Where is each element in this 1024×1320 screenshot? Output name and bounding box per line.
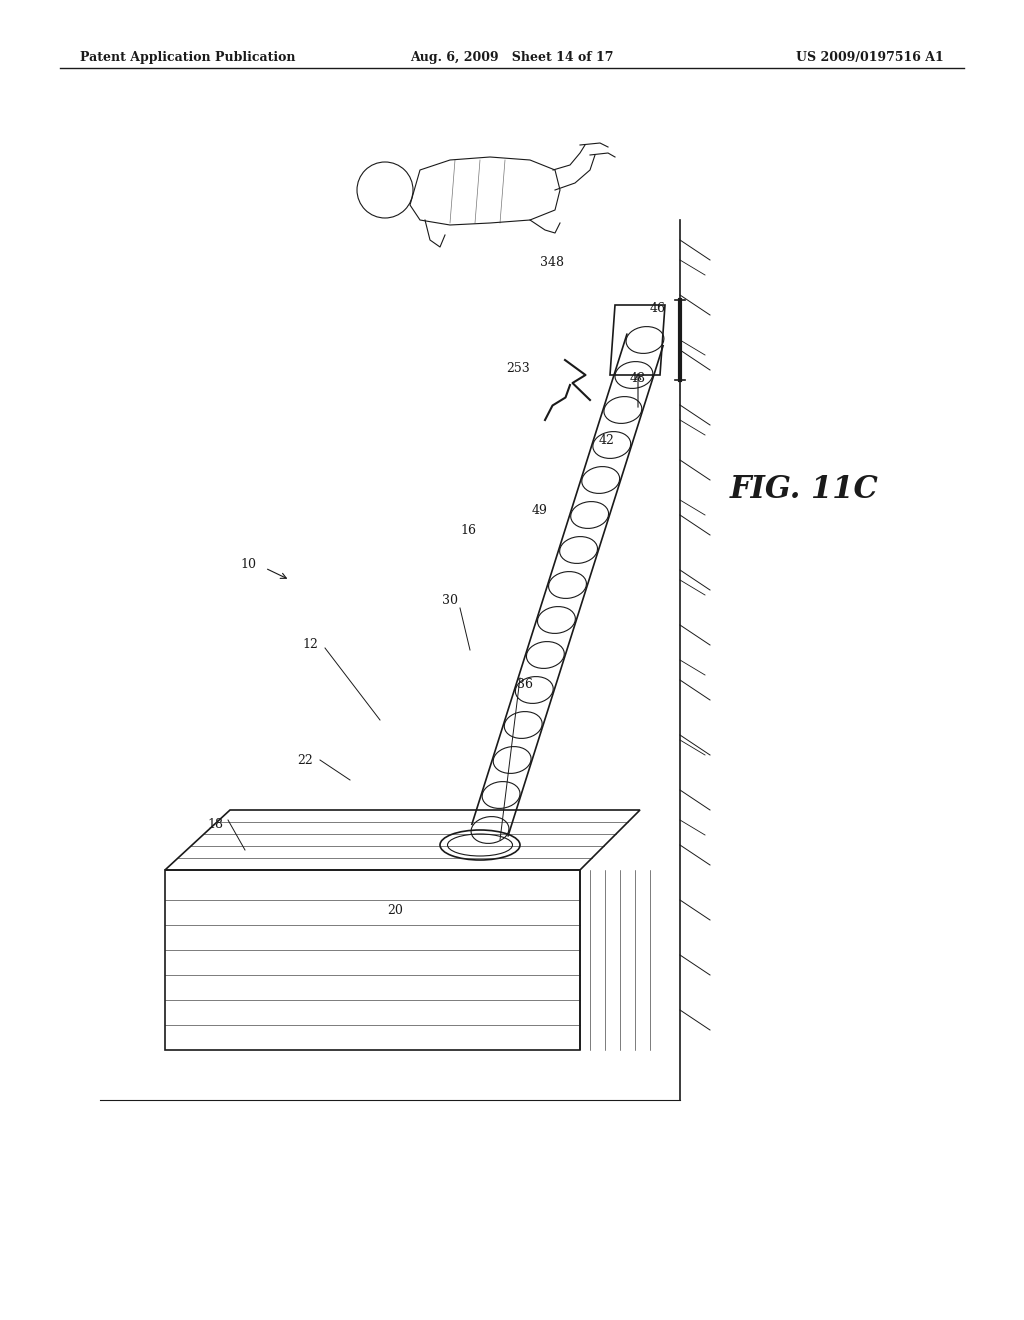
Text: 253: 253 (506, 362, 529, 375)
Text: 18: 18 (207, 818, 223, 832)
Text: 22: 22 (297, 754, 313, 767)
Text: Patent Application Publication: Patent Application Publication (80, 51, 296, 65)
Text: US 2009/0197516 A1: US 2009/0197516 A1 (797, 51, 944, 65)
Text: 46: 46 (650, 301, 666, 314)
Text: 20: 20 (387, 903, 402, 916)
Text: 36: 36 (517, 678, 534, 692)
Text: 48: 48 (630, 371, 646, 384)
Text: 16: 16 (460, 524, 476, 536)
Text: 49: 49 (532, 503, 548, 516)
Text: 348: 348 (540, 256, 564, 268)
Text: 12: 12 (302, 639, 317, 652)
Text: 10: 10 (240, 558, 256, 572)
Text: 30: 30 (442, 594, 458, 606)
Text: FIG. 11C: FIG. 11C (730, 474, 879, 506)
Text: 42: 42 (599, 433, 615, 446)
Text: Aug. 6, 2009   Sheet 14 of 17: Aug. 6, 2009 Sheet 14 of 17 (411, 51, 613, 65)
